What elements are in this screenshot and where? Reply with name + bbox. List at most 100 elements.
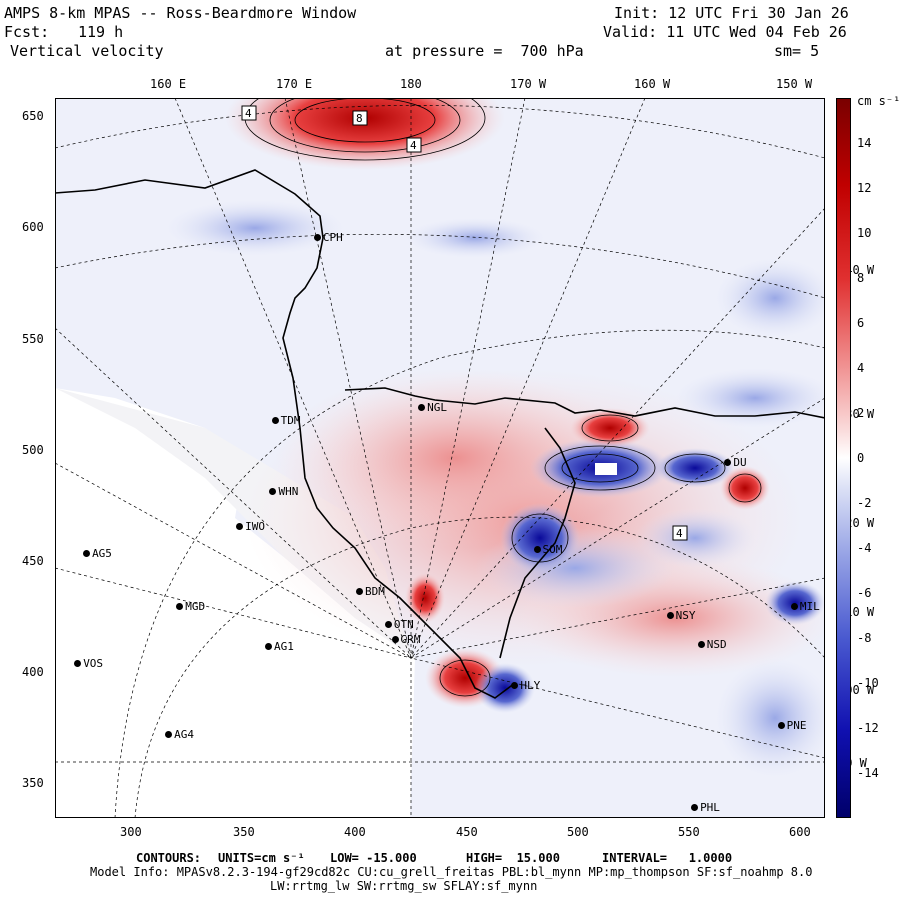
pressure-level: at pressure = 700 hPa [385, 42, 584, 60]
x-tick-label: 550 [678, 825, 700, 839]
station-label: AG4 [174, 728, 195, 742]
init-time: Init: 12 UTC Fri 30 Jan 26 [614, 4, 849, 22]
station-marker [384, 620, 392, 628]
colorbar-tick-label: 4 [857, 361, 865, 375]
meridian-label: 170 W [510, 77, 547, 91]
colorbar-tick-label: -4 [857, 541, 872, 555]
station-marker [271, 417, 279, 425]
colorbar [836, 98, 851, 818]
y-tick-label: 350 [22, 776, 44, 790]
contours-label: CONTOURS: [136, 851, 202, 865]
station-label: TDM [280, 414, 301, 428]
station-label: GRM [400, 633, 421, 647]
station-label: NGL [427, 401, 447, 415]
station-label: NSY [675, 608, 696, 622]
station-label: NSD [706, 637, 727, 651]
station-label: VOS [83, 657, 104, 671]
colorbar-unit: cm s⁻¹ [857, 94, 900, 108]
field-name: Vertical velocity [10, 42, 164, 60]
station-marker [418, 404, 426, 412]
station-label: WHN [278, 485, 299, 499]
contour-label: 4 8 4 4 [241, 105, 688, 541]
station-marker [666, 611, 674, 619]
station-marker [697, 640, 705, 648]
x-tick-label: 600 [789, 825, 811, 839]
meridian-label: 180 [400, 77, 422, 91]
station-label: AG5 [92, 546, 112, 560]
y-tick-label: 400 [22, 665, 44, 679]
station-label: MIL [799, 599, 820, 613]
station-marker [356, 587, 363, 595]
station-marker [83, 549, 91, 557]
x-tick-label: 400 [344, 825, 366, 839]
meridian-label: 170 E [276, 77, 313, 91]
station-marker [265, 642, 273, 650]
meridian-label: 160 E [150, 77, 187, 91]
meridian-label: 150 W [776, 77, 813, 91]
map-panel: 4 8 4 4 MDCTDMWHNIWOAG5MGDAG1VOSAG4CPHNG… [55, 98, 825, 818]
station-label: BDM [365, 584, 385, 598]
station-marker [391, 636, 399, 644]
station-marker [236, 523, 244, 531]
station-label: AG1 [274, 639, 294, 653]
forecast-hour: 119 h [78, 23, 124, 41]
y-tick-label: 450 [22, 554, 44, 568]
station-label: IWO [245, 520, 266, 534]
x-tick-label: 300 [120, 825, 142, 839]
station-marker [74, 660, 82, 668]
colorbar-tick-label: -12 [857, 721, 879, 735]
station-label: MGD [185, 599, 206, 613]
model-info-physics: LW:rrtmg_lw SW:rrtmg_sw SFLAY:sf_mynn [270, 879, 538, 893]
y-tick-label: 650 [22, 109, 44, 123]
station-marker [176, 602, 184, 610]
colorbar-tick-label: -14 [857, 766, 879, 780]
colorbar-tick-label: 2 [857, 406, 865, 420]
station-label: PHL [700, 800, 720, 814]
plot-title: AMPS 8-km MPAS -- Ross-Beardmore Window [4, 4, 357, 22]
station-marker [777, 722, 785, 730]
station-marker [313, 234, 321, 242]
colorbar-tick-label: 10 [857, 226, 872, 240]
y-tick-label: 500 [22, 443, 44, 457]
x-tick-label: 500 [567, 825, 589, 839]
svg-text:4: 4 [676, 527, 683, 540]
valid-time: Valid: 11 UTC Wed 04 Feb 26 [603, 23, 847, 41]
svg-text:4: 4 [245, 107, 252, 120]
x-tick-label: 450 [456, 825, 478, 839]
station-marker [691, 803, 699, 811]
colorbar-tick-label: 14 [857, 136, 872, 150]
colorbar-tick-label: -10 [857, 676, 879, 690]
colorbar-tick-label: 6 [857, 316, 865, 330]
colorbar-tick-label: 0 [857, 451, 865, 465]
x-tick-label: 350 [233, 825, 255, 839]
svg-text:8: 8 [356, 112, 363, 125]
station-label: SOM [542, 542, 563, 556]
model-info: Model Info: MPASv8.2.3-194-gf29cd82c CU:… [90, 865, 813, 879]
colorbar-tick-label: -8 [857, 631, 872, 645]
forecast-label: Fcst: [4, 23, 50, 41]
meridian-label: 160 W [634, 77, 671, 91]
contour-interval: INTERVAL= 1.0000 [602, 851, 733, 865]
station-marker [269, 488, 277, 496]
station-marker [724, 459, 732, 467]
station-marker [533, 545, 541, 553]
colorbar-tick-label: 8 [857, 271, 865, 285]
colorbar-tick-label: -6 [857, 586, 872, 600]
station-label: DU [733, 456, 747, 470]
station-label: HLY [520, 679, 541, 693]
station-label: OTN [393, 617, 414, 631]
station-marker [511, 682, 519, 690]
velocity-field: 4 8 4 4 [55, 98, 825, 818]
y-tick-label: 550 [22, 332, 44, 346]
svg-text:4: 4 [410, 139, 417, 152]
y-tick-label: 600 [22, 220, 44, 234]
station-label: PNE [786, 719, 807, 733]
station-marker [165, 731, 173, 739]
colorbar-tick-label: 12 [857, 181, 872, 195]
station-marker [790, 602, 798, 610]
contour-low: LOW= -15.000 [330, 851, 417, 865]
colorbar-tick-label: -2 [857, 496, 872, 510]
contour-units: UNITS=cm s⁻¹ [218, 851, 305, 865]
contour-high: HIGH= 15.000 [466, 851, 560, 865]
smoothing: sm= 5 [774, 42, 820, 60]
